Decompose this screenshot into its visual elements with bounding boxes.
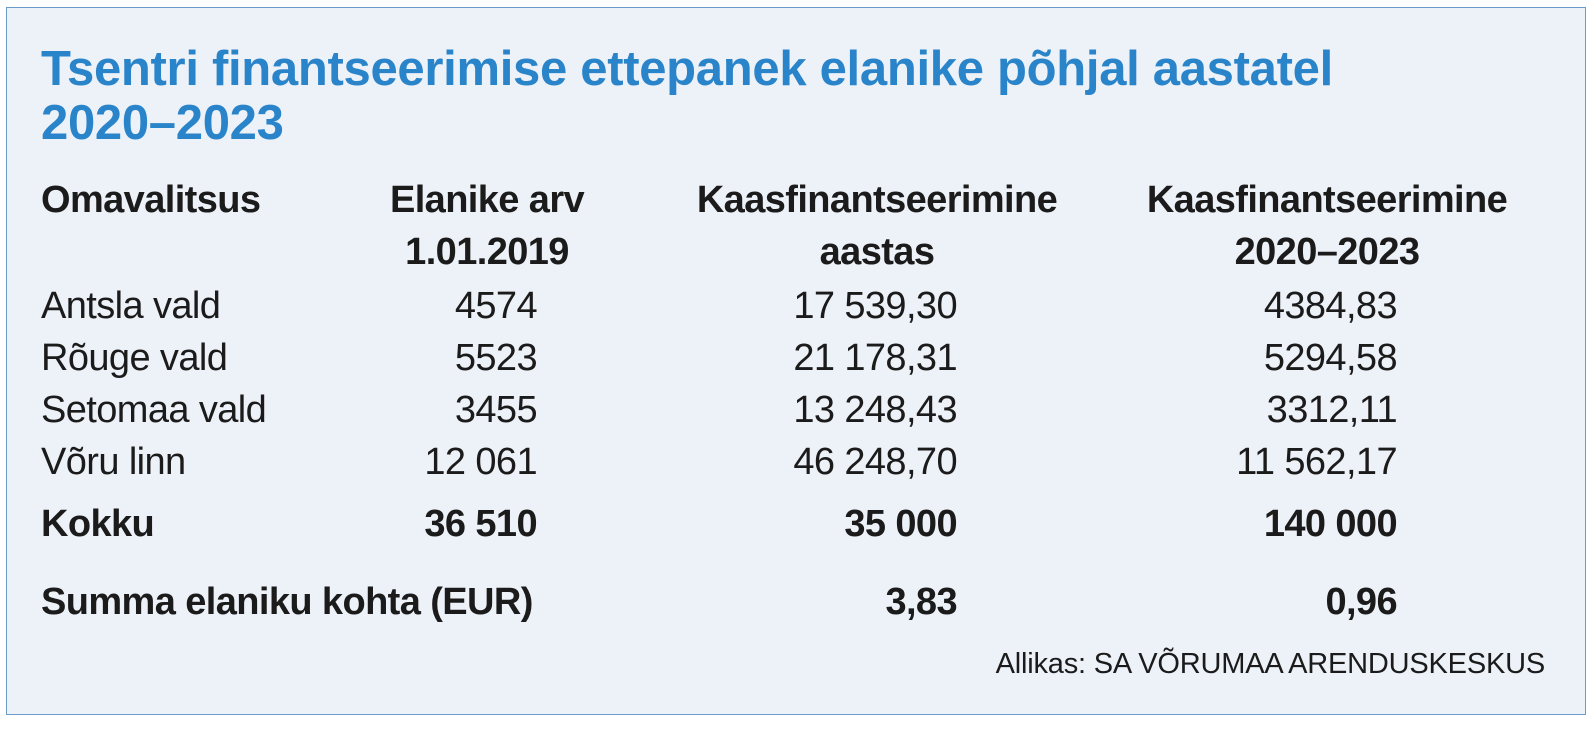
- row-antsla-annual: 17 539,30: [793, 285, 957, 327]
- row-rouge-total: 5294,58: [1263, 337, 1398, 379]
- title-line-1: Tsentri finantseerimise ettepanek elanik…: [41, 42, 1333, 96]
- header-population: Elanike arv 1.01.2019: [357, 174, 617, 278]
- header-total-cofinancing: Kaasfinantseerimine 2020–2023: [1117, 174, 1537, 278]
- title-line-2: 2020–2023: [41, 96, 284, 150]
- row-voru-population: 12 061: [424, 441, 537, 483]
- row-voru-name: Võru linn: [41, 441, 186, 483]
- row-rouge-name: Rõuge vald: [41, 337, 228, 379]
- row-setomaa-name: Setomaa vald: [41, 389, 267, 431]
- totals-total: 140 000: [1263, 503, 1398, 545]
- header-annual-cofinancing: Kaasfinantseerimine aastas: [667, 174, 1087, 278]
- info-box: Tsentri finantseerimise ettepanek elanik…: [6, 7, 1586, 715]
- header-annual-line-2: aastas: [819, 231, 935, 273]
- page-title: Tsentri finantseerimise ettepanek elanik…: [41, 42, 1561, 150]
- per-capita-total: 0,96: [1325, 581, 1397, 623]
- totals-population: 36 510: [424, 503, 537, 545]
- header-municipality: Omavalitsus: [41, 179, 261, 221]
- totals-annual: 35 000: [844, 503, 957, 545]
- row-setomaa-total: 3312,11: [1266, 389, 1398, 431]
- per-capita-label: Summa elaniku kohta (EUR): [41, 581, 533, 623]
- per-capita-annual: 3,83: [885, 581, 957, 623]
- header-total-line-1: Kaasfinantseerimine: [1146, 179, 1508, 221]
- row-antsla-total: 4384,83: [1263, 285, 1398, 327]
- row-setomaa-annual: 13 248,43: [793, 389, 957, 431]
- source-note: Allikas: SA VÕRUMAA ARENDUSKESKUS: [995, 648, 1546, 680]
- row-voru-total: 11 562,17: [1236, 441, 1397, 483]
- header-annual-line-1: Kaasfinantseerimine: [696, 179, 1058, 221]
- row-antsla-population: 4574: [454, 285, 538, 327]
- row-setomaa-population: 3455: [454, 389, 538, 431]
- header-population-line-1: Elanike arv: [389, 179, 585, 221]
- row-antsla-name: Antsla vald: [41, 285, 221, 327]
- totals-label: Kokku: [41, 503, 155, 545]
- row-rouge-annual: 21 178,31: [793, 337, 957, 379]
- row-rouge-population: 5523: [454, 337, 538, 379]
- header-population-line-2: 1.01.2019: [405, 231, 569, 273]
- row-voru-annual: 46 248,70: [793, 441, 957, 483]
- header-total-line-2: 2020–2023: [1234, 231, 1420, 273]
